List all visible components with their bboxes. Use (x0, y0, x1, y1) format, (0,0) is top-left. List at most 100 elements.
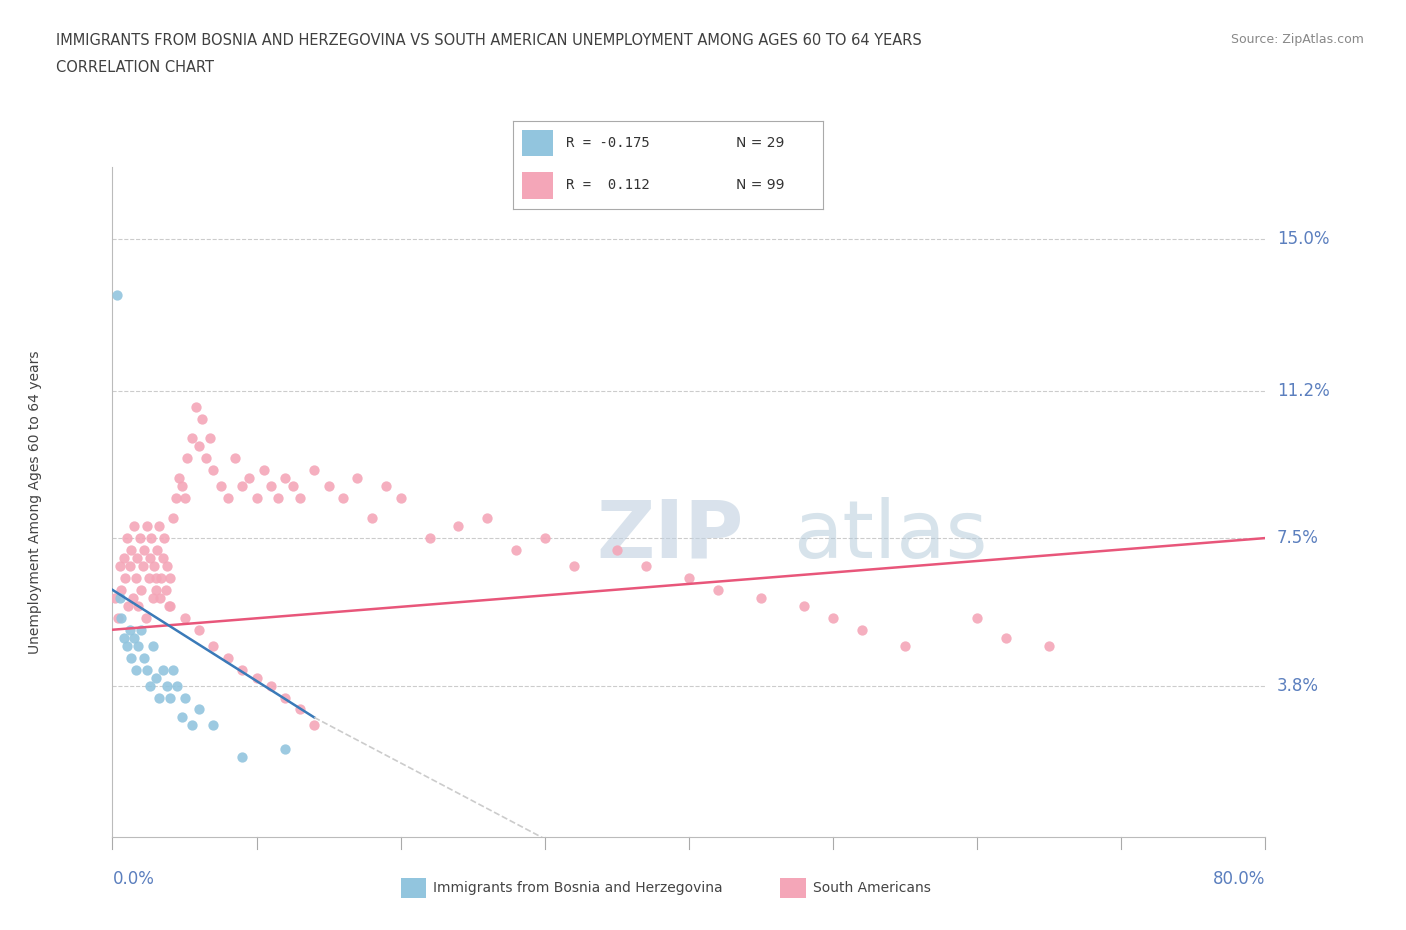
FancyBboxPatch shape (523, 130, 554, 156)
Point (134, 542, 156, 557)
Text: Source: ZipAtlas.com: Source: ZipAtlas.com (1230, 33, 1364, 46)
Point (114, 570, 136, 585)
Point (274, 742, 297, 757)
Point (149, 591, 172, 605)
Point (104, 591, 127, 605)
Point (195, 451, 218, 466)
Point (153, 531, 176, 546)
Point (202, 463, 225, 478)
Point (318, 479, 340, 494)
Point (142, 591, 165, 605)
Point (117, 598, 139, 613)
Point (122, 519, 145, 534)
Point (139, 551, 162, 565)
Point (145, 570, 167, 585)
Point (105, 287, 128, 302)
Point (136, 662, 159, 677)
Text: ZIP: ZIP (596, 497, 744, 575)
Point (202, 718, 225, 733)
Point (995, 631, 1018, 645)
Point (180, 718, 202, 733)
Point (110, 610, 132, 625)
Point (245, 491, 267, 506)
Text: N = 99: N = 99 (735, 179, 785, 193)
Point (167, 471, 190, 485)
Point (793, 598, 815, 613)
Point (118, 622, 141, 637)
Point (304, 463, 326, 478)
Point (170, 710, 193, 724)
Point (162, 662, 184, 677)
Point (107, 610, 129, 625)
Point (124, 570, 146, 585)
Point (120, 542, 142, 557)
Point (217, 650, 239, 665)
Point (562, 559, 585, 574)
Point (209, 479, 232, 494)
Point (108, 591, 131, 605)
Point (166, 678, 188, 693)
Point (120, 650, 142, 665)
Point (159, 598, 181, 613)
Point (678, 570, 700, 585)
Point (162, 511, 184, 525)
Point (173, 690, 195, 705)
Point (332, 491, 354, 506)
Point (127, 638, 149, 653)
Point (634, 559, 657, 574)
Point (136, 519, 159, 534)
Point (180, 431, 202, 445)
Point (152, 662, 174, 677)
Point (138, 570, 160, 585)
Point (191, 411, 214, 426)
FancyBboxPatch shape (523, 172, 554, 199)
Point (360, 511, 382, 525)
Point (260, 678, 283, 693)
Point (108, 559, 131, 574)
Text: 80.0%: 80.0% (1213, 870, 1265, 887)
Point (156, 678, 179, 693)
Point (112, 631, 135, 645)
Point (173, 491, 195, 506)
Text: South Americans: South Americans (813, 881, 931, 896)
Point (115, 638, 138, 653)
Point (159, 570, 181, 585)
Point (176, 451, 198, 466)
Point (231, 662, 253, 677)
Text: 11.2%: 11.2% (1277, 381, 1330, 400)
Text: 15.0%: 15.0% (1277, 230, 1329, 248)
Point (447, 519, 470, 534)
Point (165, 491, 187, 506)
Point (135, 610, 157, 625)
Point (112, 551, 135, 565)
Point (533, 531, 555, 546)
Point (142, 638, 165, 653)
Point (475, 511, 498, 525)
Point (110, 582, 132, 597)
Point (260, 479, 283, 494)
Text: 3.8%: 3.8% (1277, 676, 1319, 695)
Point (145, 582, 167, 597)
Point (224, 451, 246, 466)
Point (148, 519, 170, 534)
Point (152, 551, 174, 565)
Point (129, 582, 153, 597)
Point (121, 591, 143, 605)
Point (188, 622, 211, 637)
Point (749, 591, 772, 605)
Point (188, 702, 211, 717)
Text: R =  0.112: R = 0.112 (565, 179, 650, 193)
Point (274, 471, 297, 485)
Point (129, 622, 153, 637)
Point (375, 479, 398, 494)
Point (304, 718, 326, 733)
Point (184, 399, 207, 414)
Text: Immigrants from Bosnia and Herzegovina: Immigrants from Bosnia and Herzegovina (433, 881, 723, 896)
Point (851, 622, 873, 637)
Point (156, 559, 179, 574)
Point (139, 678, 162, 693)
Text: 7.5%: 7.5% (1277, 529, 1319, 547)
Point (170, 479, 193, 494)
Point (125, 551, 148, 565)
Point (419, 531, 441, 546)
